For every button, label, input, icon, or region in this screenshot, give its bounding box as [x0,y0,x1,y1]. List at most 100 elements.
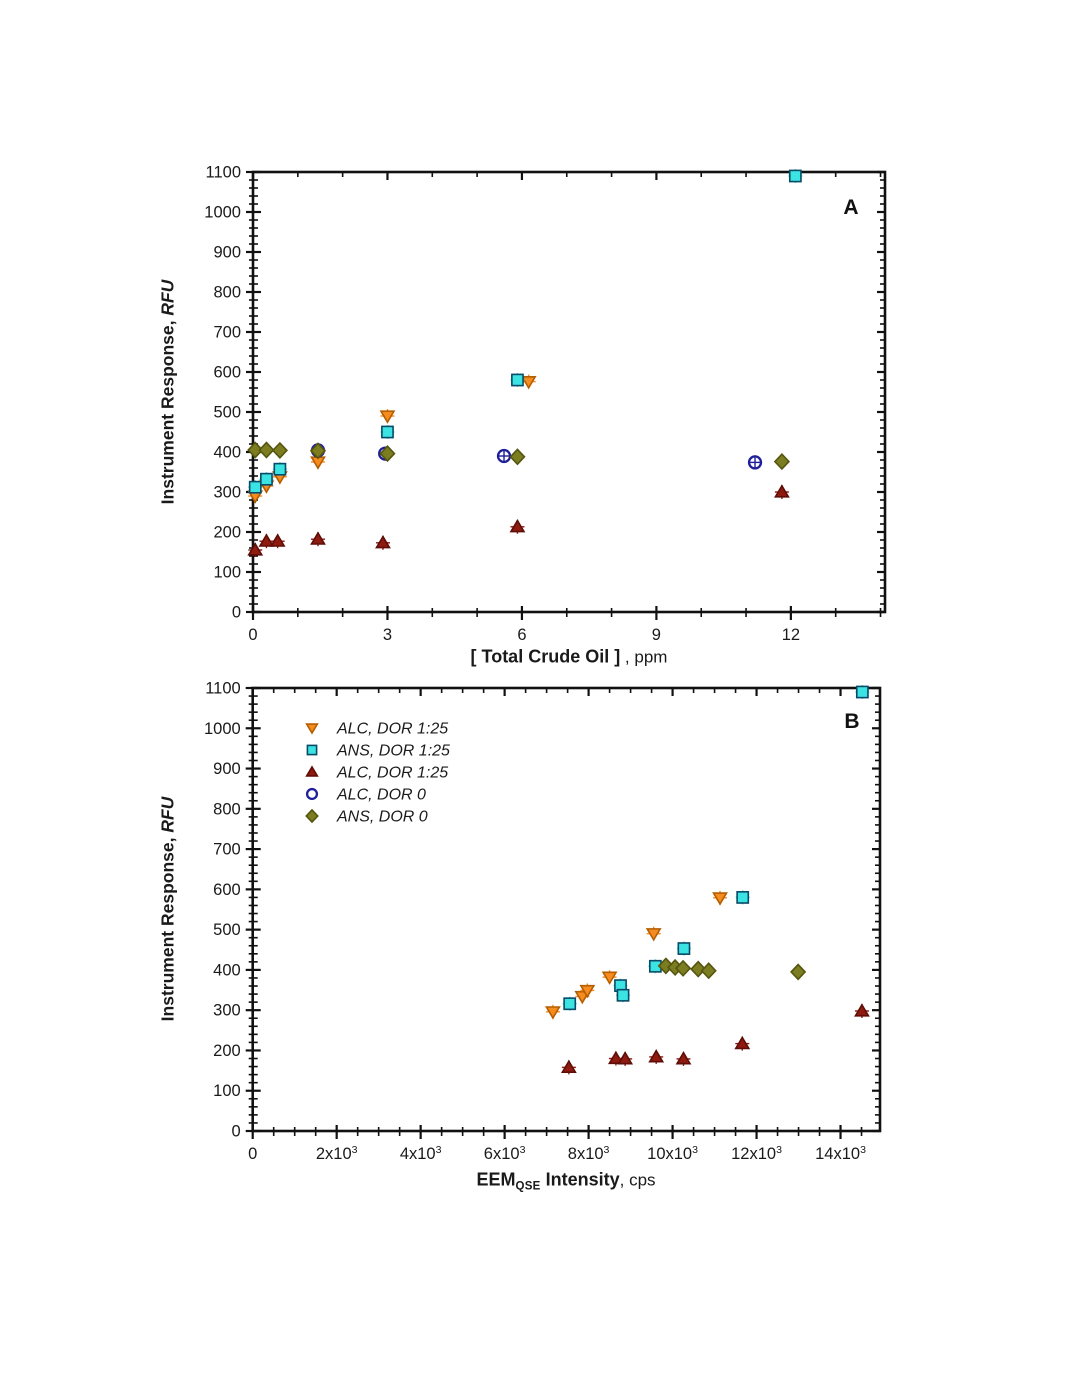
tick-label: 0 [232,604,241,622]
tick-label: 300 [213,484,241,502]
data-point [616,988,630,1002]
data-point [560,1059,577,1073]
plot-frame [251,170,887,614]
data-point [712,892,728,906]
plot-frame [251,686,882,1133]
plot-panel-B: 0 2x103 4x103 6x103 8x103 10x103 12x103 14x103 0… [204,680,882,1163]
legend-item: ALC, DOR 1:25 [305,721,448,738]
tick-label: 4x103 [400,1144,442,1163]
tick-label: 300 [213,1002,241,1020]
tick-label: 14x103 [815,1144,866,1163]
data-point [855,685,869,699]
legend: ALC, DOR 1:25 ANS, DOR 1:25 ALC, DOR 1:25 A… [305,721,450,826]
data-point [509,448,526,466]
x-axis-title-bold: [ Total Crude Oil ] [470,646,621,667]
tick-label: 0 [248,1145,257,1163]
legend-item: ANS, DOR 1:25 [306,743,450,760]
x-axis-title-subscript: QSE [515,1180,541,1193]
x-axis-title-intensity: Intensity [540,1169,620,1190]
data-point [381,425,394,439]
data-point [310,531,326,545]
tick-label: 800 [213,284,241,302]
y-axis-title-unit: RFU [157,279,178,316]
series-triangle-up [560,1003,870,1075]
data-point [271,441,288,459]
data-point [773,453,791,471]
data-point [747,455,763,470]
tick-label: 0 [248,626,257,644]
y-axis-title-text: Instrument Response, [157,832,178,1022]
data-point [677,942,691,955]
data-point [248,480,262,494]
tick-label: 1000 [204,204,241,222]
data-point [509,519,526,533]
data-point [675,1051,692,1065]
tick-label: 900 [213,244,241,262]
data-point [309,442,327,460]
data-point [247,441,264,459]
data-point [496,448,512,464]
y-axis-title-panel-a: Instrument Response, RFU [158,280,179,505]
tick-label: 6 [517,626,526,644]
tick-label: ANS, DOR 0 [336,809,428,826]
data-point [607,1050,624,1065]
tick-label: 9 [652,626,661,644]
data-point [648,1049,665,1063]
data-point [545,1006,561,1020]
tick-label: 0 [232,1123,241,1141]
tick-label: 800 [213,800,241,818]
legend-item: ALC, DOR 0 [305,787,426,804]
data-point [379,410,396,424]
x-axis-title-unit: , ppm [620,647,668,667]
plot-panel-A: 0 3 6 9 12 0 100 200 300 400 500 600 700 800 900 1000 11… [204,164,887,644]
data-point [736,891,750,904]
series-square [248,169,803,495]
tick-label: 600 [213,364,241,382]
tick-label: 12 [782,626,800,644]
data-point [375,535,391,549]
series-diamond [247,441,791,471]
data-point [601,971,618,985]
tick-label: 12x103 [731,1144,782,1163]
x-axis-title-eem: EEM [476,1169,516,1190]
tick-label: 200 [213,1042,241,1060]
panel-label-b: B [844,710,860,733]
data-point [854,1003,870,1017]
data-point [563,997,577,1011]
axes-ticks: 0 3 6 9 12 0 100 200 300 400 500 600 700 800 900 1000 11… [204,164,885,644]
tick-label: 500 [213,404,241,422]
data-point [247,542,264,556]
tick-label: ANS, DOR 1:25 [336,743,450,760]
data-point [260,472,273,486]
legend-item: ALC, DOR 1:25 [305,765,448,782]
tick-label: 10x103 [647,1144,698,1163]
y-axis-title-text: Instrument Response, [157,315,178,505]
x-axis-title-unit: , cps [619,1170,656,1190]
data-point [788,169,802,183]
data-point [734,1035,751,1050]
tick-label: ALC, DOR 1:25 [336,721,448,738]
panel-label-a: A [843,196,859,219]
data-point [700,962,717,980]
data-point [511,373,524,387]
tick-label: ALC, DOR 0 [336,787,426,804]
series-triangle-up [247,484,790,557]
series-square [562,685,870,1011]
tick-label: 700 [213,841,241,859]
x-axis-title-panel-b: EEMQSE Intensity, cps [476,1170,655,1193]
data-point [379,445,396,463]
tick-label: ALC, DOR 1:25 [336,765,448,782]
series-circle-open [310,443,763,470]
tick-label: 500 [213,921,241,939]
data-point [258,533,275,547]
data-point [269,533,286,547]
data-point [273,462,287,476]
y-axis-title-panel-b: Instrument Response, RFU [158,797,179,1022]
data-point [674,959,692,977]
tick-label: 600 [213,881,241,899]
data-point [258,441,275,459]
tick-label: 8x103 [568,1144,610,1163]
tick-label: 200 [213,524,241,542]
